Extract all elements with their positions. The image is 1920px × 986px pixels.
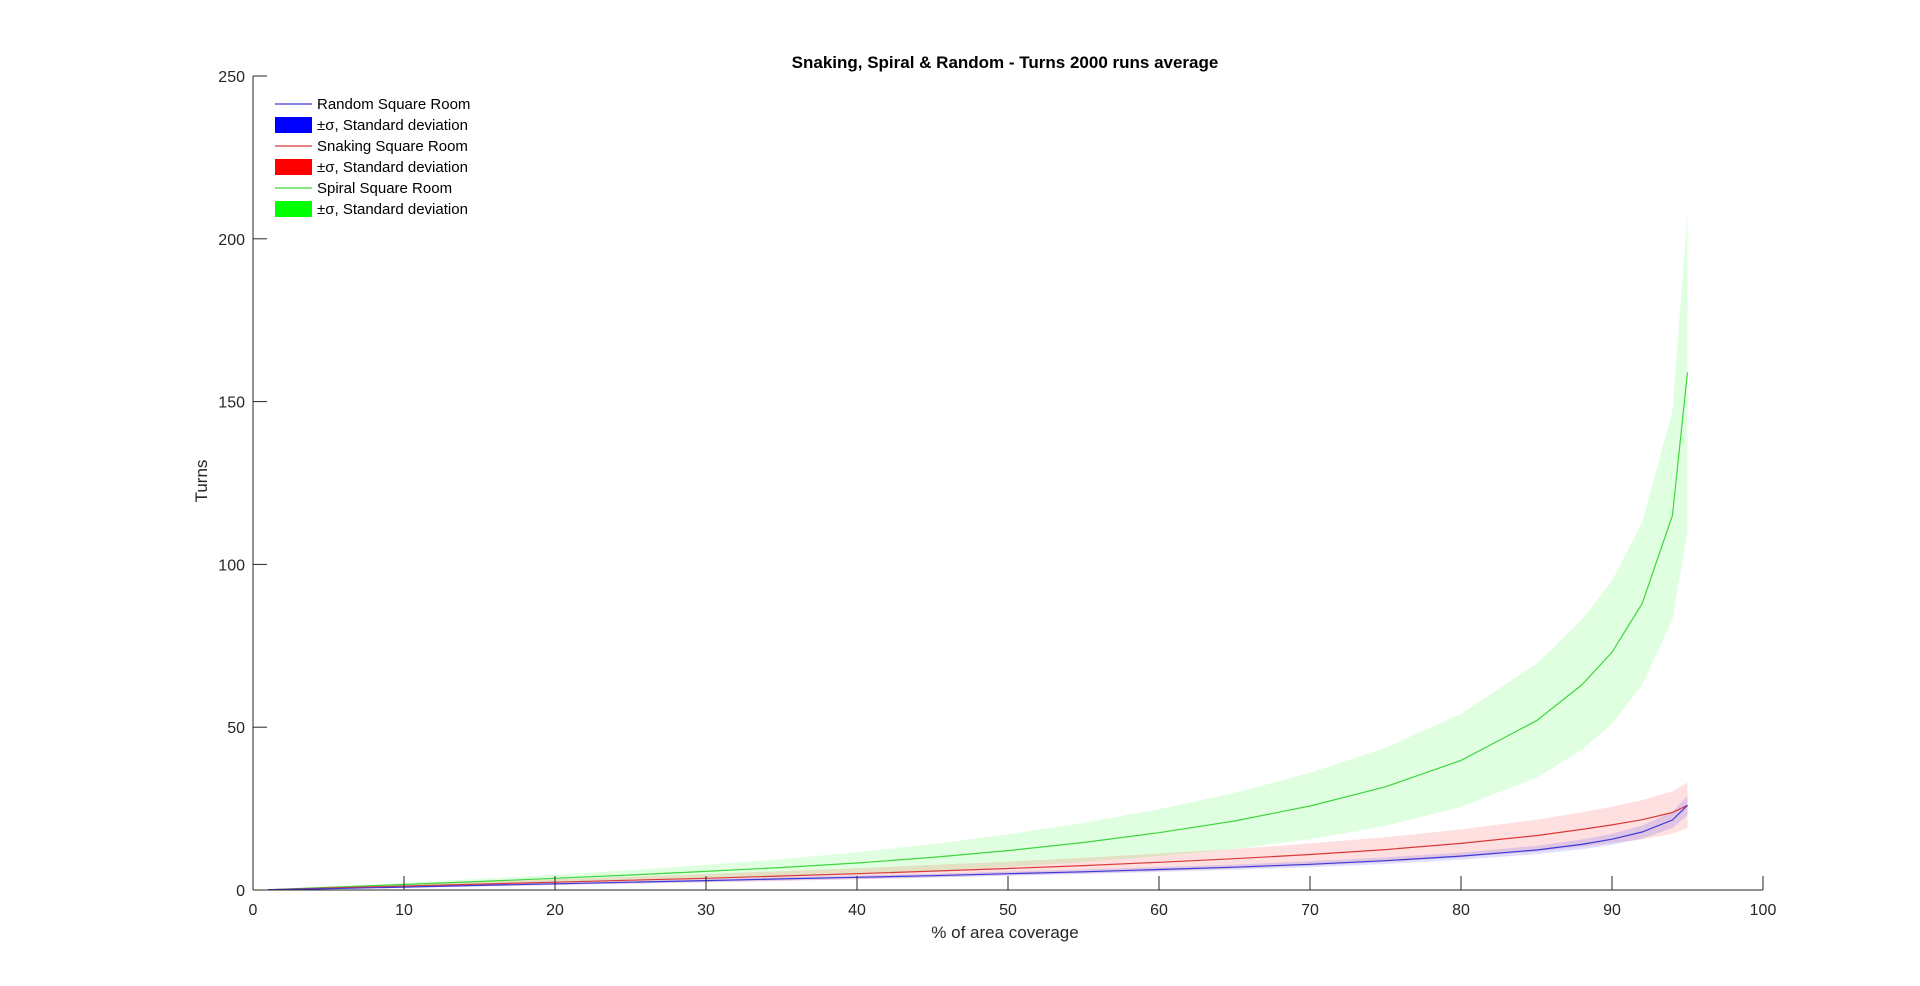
x-tick-label: 30 — [697, 902, 715, 919]
legend-swatch-snaking — [275, 159, 312, 175]
x-tick-label: 50 — [999, 902, 1017, 919]
x-tick-label: 70 — [1301, 902, 1319, 919]
series-line-snaking — [268, 804, 1688, 891]
x-tick-label: 60 — [1150, 902, 1168, 919]
y-tick-label: 150 — [218, 395, 245, 412]
x-tick-label: 40 — [848, 902, 866, 919]
x-tick-label: 90 — [1603, 902, 1621, 919]
legend-band-label-random: ±σ, Standard deviation — [317, 117, 468, 134]
y-axis-label: Turns — [192, 460, 211, 503]
x-axis-ticks: 0 10 20 30 40 50 60 70 80 90 100 — [249, 876, 1777, 919]
legend-band-label-snaking: ±σ, Standard deviation — [317, 159, 468, 176]
x-tick-label: 100 — [1750, 902, 1777, 919]
legend-label-spiral: Spiral Square Room — [317, 180, 452, 197]
y-tick-label: 100 — [218, 557, 245, 574]
std-dev-bands — [268, 212, 1688, 891]
legend-swatch-spiral — [275, 201, 312, 217]
y-tick-label: 50 — [227, 720, 245, 737]
x-axis-label: % of area coverage — [931, 923, 1078, 942]
legend-swatch-random — [275, 117, 312, 133]
x-tick-label: 10 — [395, 902, 413, 919]
y-tick-label: 200 — [218, 232, 245, 249]
chart-title: Snaking, Spiral & Random - Turns 2000 ru… — [792, 53, 1219, 72]
std-band-spiral — [268, 212, 1688, 891]
legend: Random Square Room ±σ, Standard deviation… — [275, 96, 470, 218]
x-tick-label: 0 — [249, 902, 258, 919]
legend-label-random: Random Square Room — [317, 96, 470, 113]
x-tick-label: 20 — [546, 902, 564, 919]
y-tick-label: 0 — [236, 883, 245, 900]
series-lines — [268, 372, 1689, 891]
y-tick-label: 250 — [218, 69, 245, 86]
legend-label-snaking: Snaking Square Room — [317, 138, 468, 155]
x-tick-label: 80 — [1452, 902, 1470, 919]
series-line-spiral — [268, 372, 1689, 891]
y-axis-ticks: 0 50 100 150 200 250 — [218, 69, 267, 900]
series-line-random — [268, 804, 1688, 891]
legend-band-label-spiral: ±σ, Standard deviation — [317, 201, 468, 218]
